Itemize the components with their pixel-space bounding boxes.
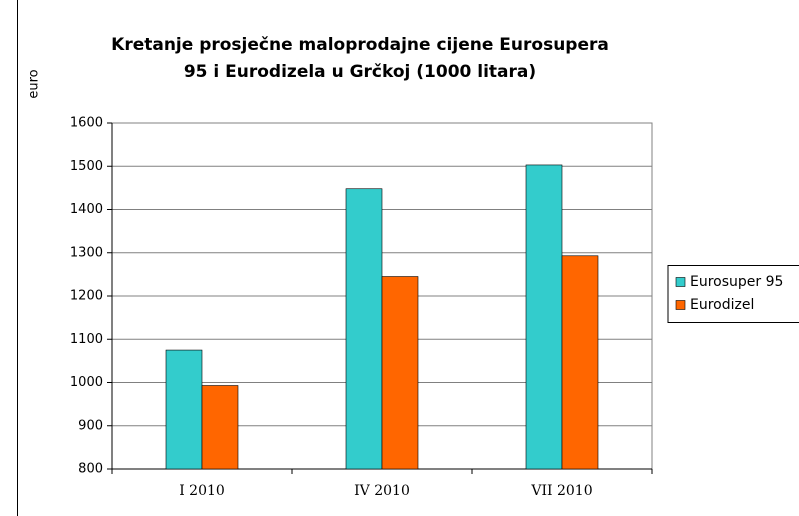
bar — [345, 188, 383, 470]
y-tick-label: 900 — [78, 418, 103, 433]
legend — [667, 265, 799, 323]
legend-swatch — [675, 300, 686, 310]
x-tick-label: I 2010 — [179, 483, 225, 499]
bar — [165, 349, 203, 470]
x-tick-label: VII 2010 — [530, 483, 592, 499]
x-tick-label: IV 2010 — [354, 483, 410, 499]
bar — [525, 164, 563, 470]
y-axis-label: euro — [27, 69, 42, 98]
bar — [201, 385, 239, 470]
y-tick-label: 1400 — [70, 202, 103, 217]
legend-label: Eurosuper 95 — [690, 274, 783, 290]
y-tick-label: 1500 — [70, 159, 103, 174]
chart-title: Kretanje prosječne maloprodajne cijene E… — [111, 35, 609, 55]
y-tick-label: 1000 — [70, 375, 103, 390]
bar — [561, 255, 599, 470]
y-tick-label: 1600 — [70, 116, 103, 131]
bar — [381, 276, 419, 470]
legend-label: Eurodizel — [690, 297, 754, 313]
y-tick-label: 1200 — [70, 289, 103, 304]
y-tick-label: 800 — [78, 462, 103, 477]
chart-title: 95 i Eurodizela u Grčkoj (1000 litara) — [184, 62, 536, 82]
y-tick-label: 1100 — [70, 332, 103, 347]
legend-swatch — [675, 277, 686, 287]
y-tick-label: 1300 — [70, 245, 103, 260]
